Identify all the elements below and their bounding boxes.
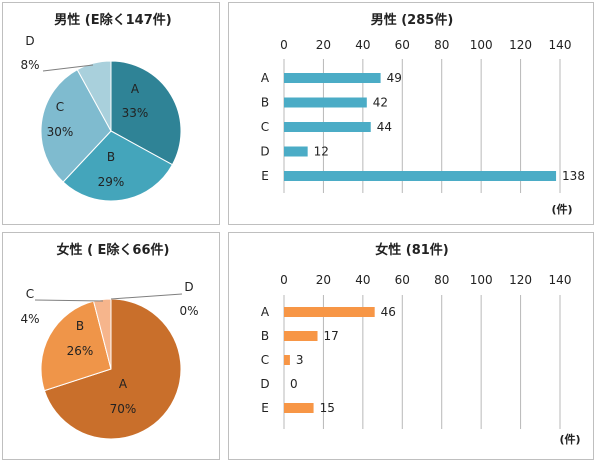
pie-category-label: C — [26, 287, 34, 301]
chart-title: 女性 (81件) — [375, 242, 449, 258]
bar-a — [284, 73, 381, 83]
y-category-label: E — [261, 169, 269, 183]
x-tick-label: 0 — [280, 273, 288, 287]
y-category-label: D — [260, 377, 269, 391]
bar-value-label: 46 — [381, 305, 396, 319]
x-tick-label: 100 — [470, 38, 493, 52]
x-tick-label: 140 — [549, 273, 572, 287]
female-bar-chart: 女性 (81件) 0 20 40 60 80 100 120 140 A 46 B 17 C 3 D 0 E 15 (… — [260, 242, 580, 446]
leader-line-d — [110, 293, 183, 300]
y-category-label: D — [260, 145, 269, 159]
x-tick-label: 120 — [509, 273, 532, 287]
male-bar-chart: 男性 (285件) 0 20 40 60 80 100 120 140 A 49 B 42 C 44 D 12 E… — [260, 12, 585, 216]
chart-title: 男性 (285件) — [371, 12, 454, 28]
x-tick-label: 140 — [549, 38, 572, 52]
y-category-label: A — [261, 305, 270, 319]
x-tick-label: 100 — [470, 273, 493, 287]
pie-slice-a — [110, 60, 182, 166]
pie-percent-label: 8% — [20, 58, 39, 72]
pie-category-label: B — [107, 150, 115, 164]
pie-percent-label: 33% — [122, 106, 149, 120]
bar-c — [284, 122, 371, 132]
x-tick-label: 120 — [509, 38, 532, 52]
male-pie-chart: 男性 (E除く147件) A 33% B 29% C 30% D 8% — [20, 12, 182, 202]
male-pie-panel: 男性 (E除く147件) A 33% B 29% C 30% D 8% — [2, 2, 220, 225]
bar-d — [284, 146, 308, 157]
female-bar-panel: 女性 (81件) 0 20 40 60 80 100 120 140 A 46 B 17 C 3 D 0 E 15 (… — [228, 232, 594, 460]
x-tick-label: 0 — [280, 38, 288, 52]
bar-b — [284, 331, 318, 341]
pie-slice-b — [62, 130, 174, 202]
x-tick-label: 80 — [434, 38, 449, 52]
pie-slice-b — [40, 300, 112, 392]
x-tick-label: 60 — [395, 273, 410, 287]
y-category-label: A — [261, 71, 270, 85]
female-pie-chart: 女性 ( E除く66件) A 70% B 26% C 4% D 0% — [20, 242, 199, 440]
y-category-label: B — [261, 96, 269, 110]
female-pie-panel: 女性 ( E除く66件) A 70% B 26% C 4% D 0% — [2, 232, 220, 460]
bar-value-label: 49 — [387, 71, 402, 85]
bar-value-label: 138 — [562, 169, 585, 183]
bar-value-label: 3 — [296, 353, 304, 367]
pie-category-label: A — [119, 377, 128, 391]
y-category-label: B — [261, 329, 269, 343]
pie-category-label: D — [25, 34, 34, 48]
bar-e — [284, 171, 557, 181]
pie-category-label: D — [184, 280, 193, 294]
pie-percent-label: 30% — [47, 125, 74, 139]
pie-category-label: A — [131, 82, 140, 96]
bar-b — [284, 97, 367, 108]
pie-slice-c — [40, 68, 112, 183]
y-category-label: C — [261, 120, 269, 134]
pie-percent-label: 4% — [20, 312, 39, 326]
pie-percent-label: 26% — [67, 344, 94, 358]
pie-category-label: B — [76, 319, 84, 333]
pie-percent-label: 29% — [98, 175, 125, 189]
pie-category-label: C — [56, 100, 64, 114]
leader-line-d — [42, 64, 94, 72]
bar-a — [284, 307, 375, 317]
bar-value-label: 0 — [290, 377, 298, 391]
male-bar-panel: 男性 (285件) 0 20 40 60 80 100 120 140 A 49 B 42 C 44 D 12 E… — [228, 2, 594, 225]
x-tick-label: 60 — [395, 38, 410, 52]
y-category-label: E — [261, 401, 269, 415]
leader-line-c — [34, 299, 104, 302]
chart-title: 女性 ( E除く66件) — [57, 242, 170, 258]
bar-value-label: 12 — [314, 145, 329, 159]
pie-percent-label: 70% — [110, 402, 137, 416]
bar-value-label: 17 — [324, 329, 339, 343]
x-tick-label: 20 — [316, 38, 331, 52]
bar-value-label: 15 — [320, 401, 335, 415]
x-tick-label: 80 — [434, 273, 449, 287]
bar-c — [284, 355, 290, 365]
bar-e — [284, 403, 314, 413]
pie-percent-label: 0% — [179, 304, 198, 318]
pie-slice-d — [76, 60, 112, 132]
y-category-label: C — [261, 353, 269, 367]
unit-label: (件) — [559, 432, 580, 446]
x-tick-label: 40 — [355, 38, 370, 52]
unit-label: (件) — [551, 202, 572, 216]
x-tick-label: 40 — [355, 273, 370, 287]
bar-value-label: 44 — [377, 120, 392, 134]
bar-value-label: 42 — [373, 96, 388, 110]
pie-slice-a — [43, 298, 182, 440]
chart-title: 男性 (E除く147件) — [54, 12, 171, 28]
x-tick-label: 20 — [316, 273, 331, 287]
